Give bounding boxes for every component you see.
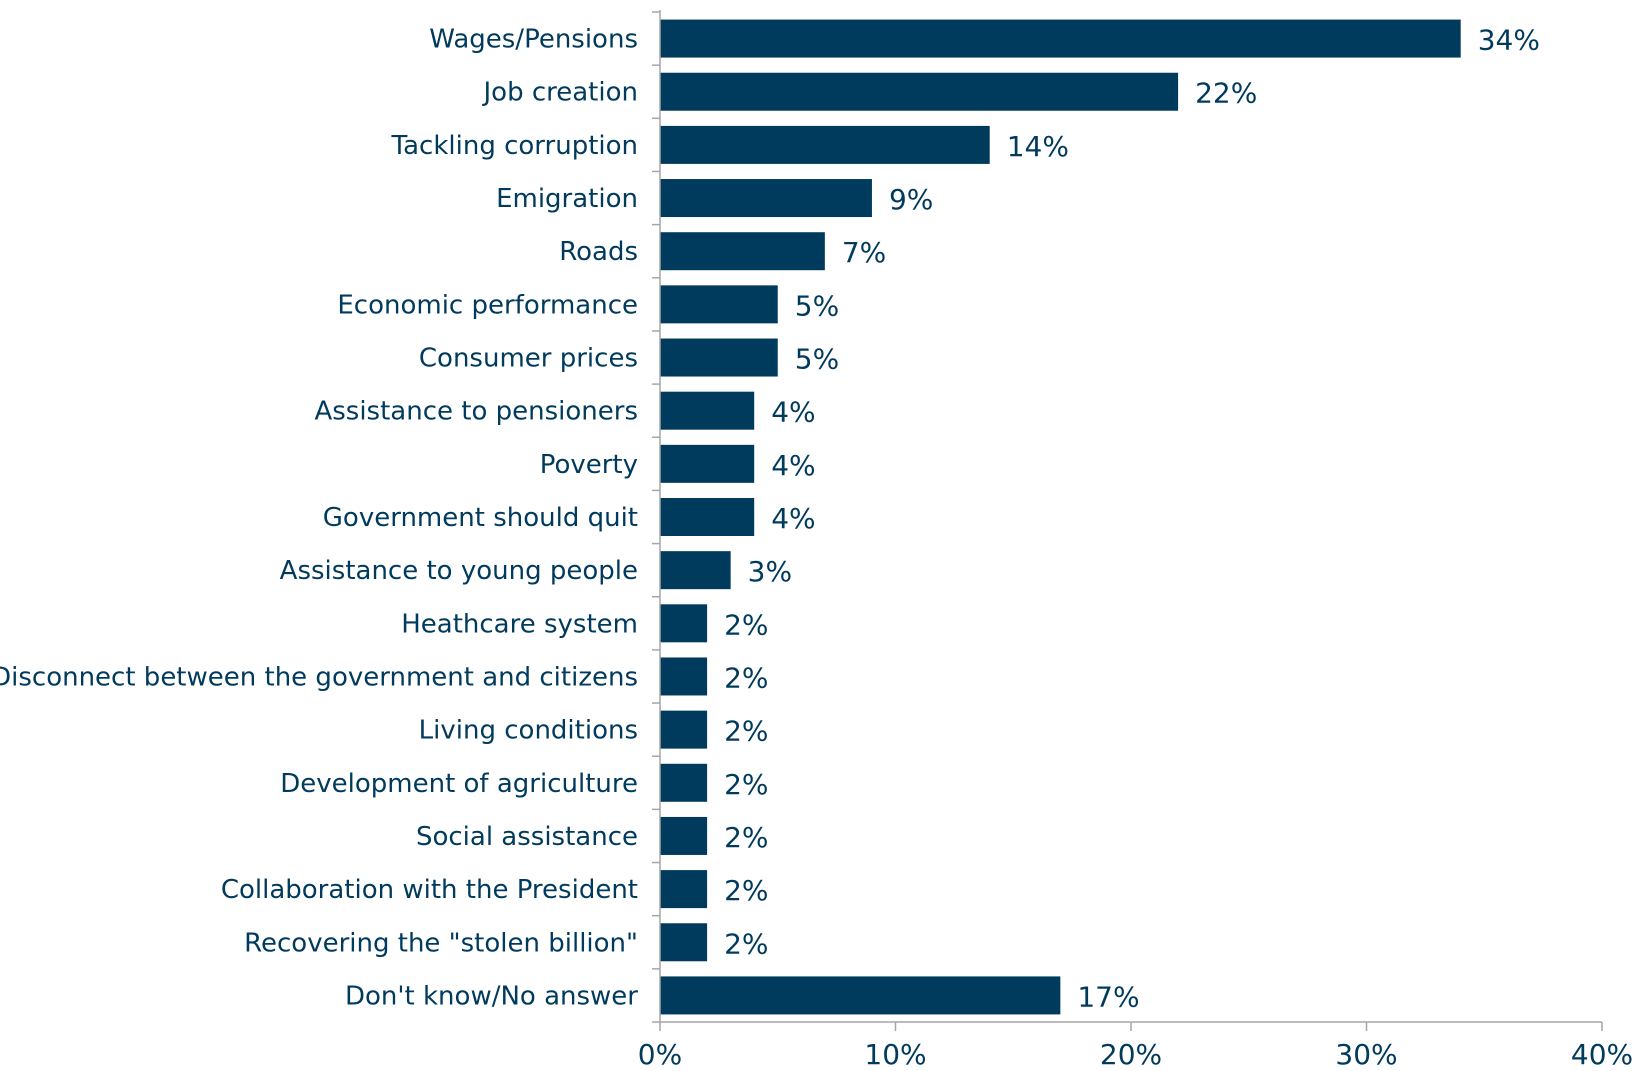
bar (660, 19, 1461, 58)
bar (660, 710, 708, 749)
category-label: Heathcare system (401, 609, 638, 639)
bar (660, 285, 778, 324)
bar (660, 870, 708, 909)
bar (660, 604, 708, 643)
data-label: 2% (724, 768, 768, 801)
data-label: 4% (771, 502, 815, 535)
data-label: 17% (1077, 980, 1139, 1013)
data-label: 2% (724, 715, 768, 748)
bar (660, 72, 1179, 111)
category-label: Assistance to young people (280, 556, 638, 586)
data-label: 2% (724, 608, 768, 641)
data-label: 9% (889, 183, 933, 216)
category-label: Don't know/No answer (345, 981, 638, 1011)
category-label: Disconnect between the government and ci… (0, 662, 638, 692)
data-label: 5% (795, 343, 839, 376)
category-label: Economic performance (337, 290, 638, 320)
x-tick-label: 10% (864, 1038, 926, 1067)
data-label: 4% (771, 396, 815, 429)
bar (660, 657, 708, 696)
data-label: 2% (724, 927, 768, 960)
category-label: Living conditions (419, 716, 638, 746)
category-label: Emigration (496, 184, 638, 214)
bar (660, 923, 708, 962)
category-label: Social assistance (416, 822, 638, 852)
data-label: 5% (795, 289, 839, 322)
bar (660, 551, 731, 590)
bar (660, 338, 778, 377)
category-label: Development of agriculture (280, 769, 638, 799)
bar (660, 232, 825, 271)
category-label: Consumer prices (419, 344, 638, 374)
category-label: Job creation (482, 78, 639, 108)
bar (660, 125, 990, 164)
category-label: Wages/Pensions (429, 25, 638, 55)
category-labels-group: Wages/Pensions Job creation Tackling corru… (0, 25, 638, 1012)
axes-group: 0% 10% 20% 30% 40% (638, 10, 1633, 1071)
category-label: Roads (559, 237, 638, 267)
x-tick-label: 30% (1335, 1038, 1397, 1067)
data-label: 2% (724, 661, 768, 694)
bar (660, 391, 755, 430)
data-label: 7% (842, 236, 886, 269)
bar (660, 444, 755, 483)
category-label: Recovering the "stolen billion" (244, 928, 638, 958)
bar (660, 816, 708, 855)
x-tick-label: 40% (1571, 1038, 1633, 1067)
bar (660, 498, 755, 536)
data-label: 22% (1195, 77, 1257, 110)
bars-group (660, 19, 1461, 1015)
data-label: 3% (748, 555, 792, 588)
data-label: 34% (1478, 24, 1540, 57)
x-tick-label: 20% (1100, 1038, 1162, 1067)
data-labels-group: 34%22%14%9%7%5%5%4%4%4%3%2%2%2%2%2%2%2%1… (724, 24, 1540, 1014)
data-label: 2% (724, 874, 768, 907)
data-label: 2% (724, 821, 768, 854)
bar (660, 976, 1061, 1015)
data-label: 4% (771, 449, 815, 482)
bar (660, 763, 708, 802)
category-label: Tackling corruption (391, 131, 638, 161)
category-label: Government should quit (323, 503, 638, 533)
category-label: Collaboration with the President (221, 875, 638, 905)
category-label: Poverty (540, 450, 638, 480)
data-label: 14% (1007, 130, 1069, 163)
x-tick-label: 0% (638, 1038, 682, 1067)
category-label: Assistance to pensioners (314, 397, 638, 427)
bar (660, 179, 872, 218)
